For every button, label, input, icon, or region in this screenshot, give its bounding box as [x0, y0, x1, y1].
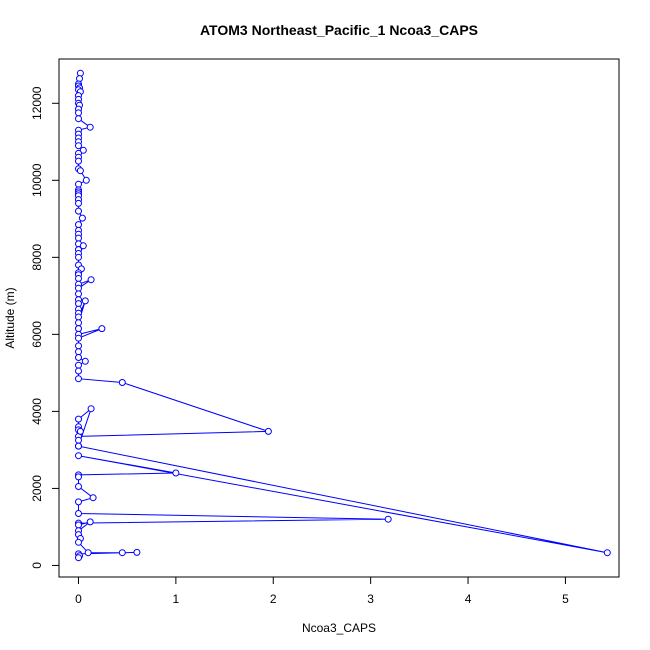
data-point [75, 554, 82, 562]
data-point [75, 538, 82, 546]
data-point [86, 123, 94, 131]
data-point [75, 415, 82, 423]
y-tick-label: 0 [30, 562, 44, 569]
data-point [603, 549, 611, 557]
data-point [76, 167, 84, 175]
data-point [79, 146, 87, 154]
data-point [89, 494, 97, 502]
data-point [75, 342, 82, 350]
x-axis: 0 1 2 3 4 5 [75, 576, 569, 606]
y-tick-label: 10000 [30, 163, 44, 197]
data-point [75, 300, 82, 308]
x-tick-label: 3 [367, 592, 374, 606]
data-point [75, 109, 82, 117]
data-point [75, 442, 82, 450]
data-point [75, 199, 82, 207]
data-point [75, 498, 82, 506]
data-point [98, 325, 106, 333]
data-point [82, 176, 90, 184]
y-tick-label: 4000 [30, 398, 44, 425]
data-point [75, 334, 82, 342]
data-point [86, 518, 94, 526]
data-point [384, 515, 392, 523]
data-point [84, 549, 92, 557]
data-point [87, 276, 95, 284]
y-tick-label: 8000 [30, 244, 44, 271]
x-tick-label: 0 [75, 592, 82, 606]
data-point [75, 180, 82, 188]
data-point [75, 348, 82, 356]
data-point [75, 354, 82, 361]
y-tick-label: 12000 [30, 86, 44, 120]
series-path [77, 73, 608, 558]
series-line [77, 73, 608, 558]
data-point [75, 253, 82, 261]
data-point [75, 313, 82, 321]
x-tick-label: 1 [173, 592, 180, 606]
data-point [81, 297, 89, 305]
data-point [172, 469, 180, 477]
data-point [76, 427, 84, 435]
data-point [75, 115, 82, 123]
data-point [75, 207, 82, 215]
x-tick-label: 5 [562, 592, 569, 606]
data-point [75, 361, 82, 369]
data-point [75, 436, 82, 444]
x-tick-label: 2 [270, 592, 277, 606]
data-point [133, 548, 141, 556]
x-axis-label: Ncoa3_CAPS [302, 621, 376, 635]
data-point [81, 357, 89, 365]
data-point [75, 275, 82, 282]
data-point [75, 319, 82, 327]
data-point [75, 157, 82, 165]
y-tick-label: 6000 [30, 321, 44, 348]
data-point [75, 142, 82, 150]
data-point [75, 452, 82, 460]
data-point [75, 221, 82, 229]
data-point [75, 367, 82, 375]
data-point [75, 510, 82, 517]
data-point [79, 242, 87, 250]
plot-frame [58, 58, 620, 578]
x-tick-label: 4 [465, 592, 472, 606]
data-point [75, 325, 82, 333]
data-point [75, 521, 82, 529]
data-point [118, 379, 126, 386]
data-point [87, 405, 95, 413]
y-tick-label: 2000 [30, 475, 44, 502]
data-point [75, 483, 82, 490]
data-point [75, 290, 82, 298]
data-point [75, 284, 82, 292]
series-points [75, 69, 611, 562]
y-axis-label: Altitude (m) [3, 287, 17, 348]
chart-title: ATOM3 Northeast_Pacific_1 Ncoa3_CAPS [200, 22, 478, 38]
data-point [78, 214, 86, 222]
data-point [264, 427, 272, 435]
data-point [118, 549, 126, 557]
data-point [75, 375, 82, 383]
data-point [75, 234, 82, 242]
y-axis: 0 2000 4000 6000 8000 10000 12000 [30, 86, 60, 569]
data-point [75, 473, 82, 481]
